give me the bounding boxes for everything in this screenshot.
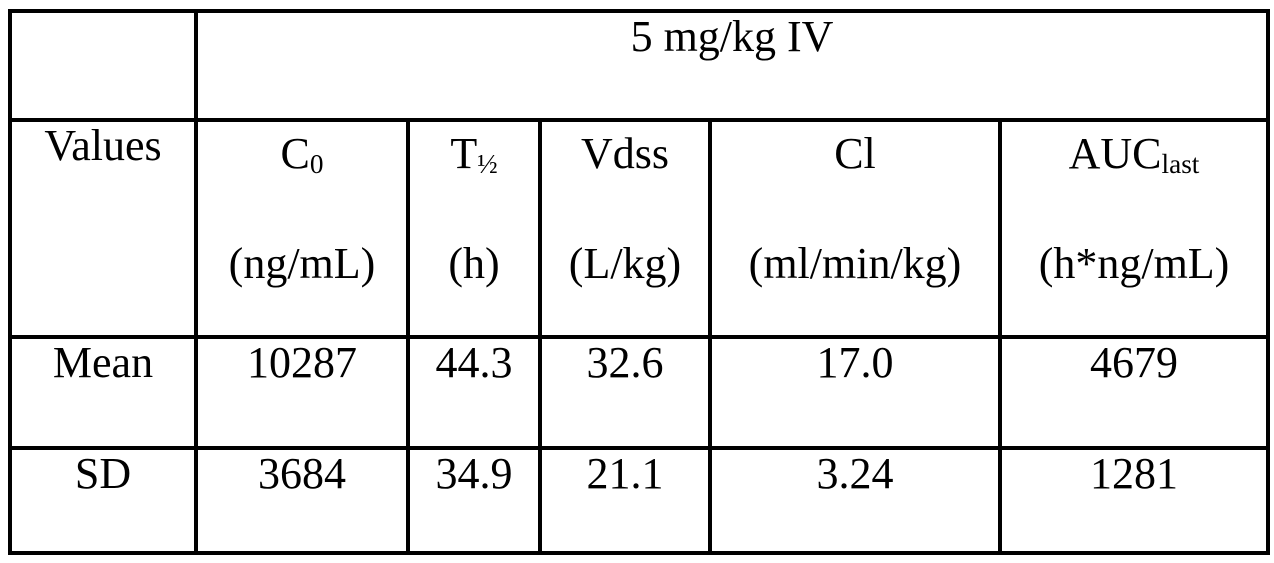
param-unit: (h*ng/mL) — [1038, 239, 1230, 289]
param-symbol: Vdss — [580, 129, 670, 178]
mean-cl-value: 17.0 — [708, 335, 1002, 450]
param-symbol: C0 — [280, 129, 324, 179]
mean-thalf-value: 44.3 — [406, 335, 542, 450]
column-header-thalf: T½ (h) — [406, 118, 542, 339]
param-subscript: last — [1161, 148, 1200, 179]
row-header-values: Values — [8, 118, 198, 339]
param-unit: (ml/min/kg) — [748, 239, 962, 289]
param-subscript: 0 — [309, 148, 324, 179]
column-header-c0: C0 (ng/mL) — [194, 118, 410, 339]
mean-auclast-value: 4679 — [997, 335, 1271, 450]
mean-c0-value: 10287 — [194, 335, 410, 450]
column-header-row: Values C0 (ng/mL) T½ (h) Vdss (L/kg) Cl … — [8, 118, 1271, 339]
row-label-mean: Mean — [8, 335, 198, 450]
dose-header-row: 5 mg/kg IV — [8, 9, 1271, 122]
param-subscript: ½ — [477, 148, 498, 179]
mean-vdss-value: 32.6 — [538, 335, 712, 450]
sd-auclast-value: 1281 — [997, 446, 1271, 555]
param-unit: (h) — [448, 239, 500, 289]
pk-parameters-table: 5 mg/kg IV Values C0 (ng/mL) T½ (h) Vdss… — [8, 9, 1271, 555]
param-symbol: AUClast — [1068, 129, 1200, 179]
param-symbol: Cl — [834, 129, 876, 178]
column-header-vdss: Vdss (L/kg) — [538, 118, 712, 339]
sd-thalf-value: 34.9 — [406, 446, 542, 555]
table-row-sd: SD 3684 34.9 21.1 3.24 1281 — [8, 446, 1271, 555]
sd-c0-value: 3684 — [194, 446, 410, 555]
row-label-sd: SD — [8, 446, 198, 555]
sd-cl-value: 3.24 — [708, 446, 1002, 555]
param-symbol: T½ — [450, 129, 498, 179]
sd-vdss-value: 21.1 — [538, 446, 712, 555]
table-row-mean: Mean 10287 44.3 32.6 17.0 4679 — [8, 335, 1271, 450]
column-header-auclast: AUClast (h*ng/mL) — [997, 118, 1271, 339]
blank-corner-cell — [8, 9, 198, 122]
param-unit: (L/kg) — [568, 239, 682, 289]
dose-header-cell: 5 mg/kg IV — [193, 9, 1271, 122]
param-unit: (ng/mL) — [228, 239, 376, 289]
column-header-cl: Cl (ml/min/kg) — [708, 118, 1002, 339]
